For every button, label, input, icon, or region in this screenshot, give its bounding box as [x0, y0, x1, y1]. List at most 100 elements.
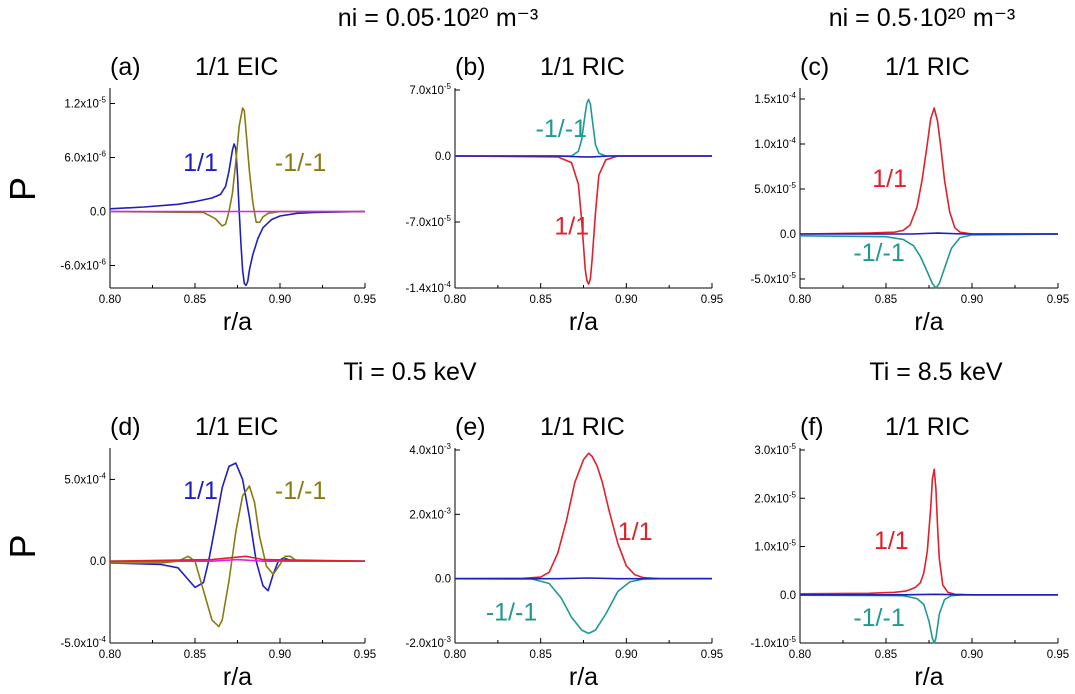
series-line-1_1 — [109, 143, 366, 287]
x-axis-label: r/a — [914, 663, 943, 691]
x-axis-label: r/a — [223, 663, 252, 691]
y-tick-label: 2.0x10-3 — [409, 506, 451, 521]
x-tick-label: 0.90 — [615, 294, 637, 306]
x-tick-label: 0.80 — [99, 649, 121, 661]
y-tick-label: -5.0x10-4 — [61, 635, 107, 650]
header-ni-low: ni = 0.05·10²⁰ m⁻³ — [338, 4, 538, 32]
x-tick-label: 0.95 — [701, 649, 723, 661]
y-tick-label: 3.0x10-5 — [754, 442, 796, 457]
series-label: 1/1 — [618, 518, 653, 546]
y-tick-label: 5.0x10-5 — [754, 181, 796, 196]
y-tick-label: -7.0x10-5 — [406, 214, 452, 229]
y-tick-label: -2.0x10-3 — [406, 635, 452, 650]
panel-title: 1/1 RIC — [885, 53, 970, 81]
x-tick-label: 0.85 — [529, 294, 551, 306]
y-tick-label: -1.0x10-5 — [751, 635, 797, 650]
panel-e: (e) 1/1 RIC 0.80 0.85 0.90 0.95 4.0x10-3 2.0x10… — [406, 413, 724, 691]
series-line-baseline-3 — [109, 555, 366, 562]
panel-label: (f) — [800, 413, 824, 441]
x-axis-label: r/a — [914, 308, 943, 336]
series-label: -1/-1 — [486, 598, 537, 626]
x-axis-label: r/a — [569, 663, 598, 691]
panel-title: 1/1 EIC — [195, 53, 278, 81]
panel-label: (d) — [110, 413, 141, 441]
series-label: -1/-1 — [275, 477, 326, 505]
series-label: 1/1 — [554, 212, 589, 240]
x-axis-label: r/a — [569, 308, 598, 336]
x-tick-label: 0.95 — [354, 294, 376, 306]
panel-title: 1/1 EIC — [195, 413, 278, 441]
y-axis-label: P — [2, 177, 43, 201]
y-axis-label: P — [2, 534, 43, 558]
series-line-1_1 — [109, 462, 365, 592]
series-line-1_1 — [454, 452, 712, 580]
y-tick-label: -5.0x10-5 — [751, 271, 797, 286]
y-tick-label: 7.0x10-5 — [409, 82, 451, 97]
header-ni-high: ni = 0.5·10²⁰ m⁻³ — [829, 4, 1015, 32]
panel-f: (f) 1/1 RIC 0.80 0.85 0.90 0.95 3.0x10-5 2.0x10… — [751, 413, 1070, 691]
y-tick-label: 6.0x10-6 — [64, 150, 106, 165]
series-label: 1/1 — [183, 149, 218, 177]
panel-label: (a) — [110, 53, 141, 81]
series-line--1_-1 — [109, 107, 365, 227]
series-line--1_-1 — [799, 593, 1058, 644]
x-tick-label: 0.95 — [1047, 649, 1069, 661]
series-label: -1/-1 — [853, 604, 904, 632]
x-tick-label: 0.80 — [789, 294, 811, 306]
series-label: 1/1 — [874, 527, 909, 555]
y-tick-label: -6.0x10-6 — [61, 258, 107, 273]
series-line-baseline-2 — [800, 232, 1058, 235]
panel-a: (a) 1/1 EIC 0.80 0.85 0.90 0.95 1.2x10-5 6.0x10… — [2, 53, 376, 336]
x-tick-label: 0.85 — [875, 649, 897, 661]
x-tick-label: 0.95 — [354, 649, 376, 661]
panel-d: (d) 1/1 EIC 0.80 0.85 0.90 0.95 5.0x10-4 0.0 -5.… — [2, 413, 376, 691]
y-tick-label: 0.0 — [435, 151, 451, 163]
y-tick-label: 1.0x10-5 — [754, 539, 796, 554]
panel-title: 1/1 RIC — [540, 53, 625, 81]
x-tick-label: 0.90 — [961, 294, 983, 306]
x-tick-label: 0.95 — [1047, 294, 1069, 306]
panel-b: (b) 1/1 RIC 0.80 0.85 0.90 0.95 7.0x10-5 0.0 -7.… — [406, 53, 724, 336]
x-tick-label: 0.90 — [269, 294, 291, 306]
series-label: -1/-1 — [536, 115, 587, 143]
x-axis-label: r/a — [223, 308, 252, 336]
panel-label: (c) — [800, 53, 829, 81]
y-tick-label: -1.4x10-4 — [406, 280, 452, 295]
panel-label: (b) — [455, 53, 486, 81]
y-tick-label: 2.0x10-5 — [754, 490, 796, 505]
series-line-baseline-2 — [800, 593, 1058, 596]
x-tick-label: 0.90 — [615, 649, 637, 661]
x-tick-label: 0.80 — [789, 649, 811, 661]
x-tick-label: 0.95 — [701, 294, 723, 306]
series-line--1_-1 — [799, 233, 1059, 289]
x-tick-label: 0.90 — [269, 649, 291, 661]
series-line-baseline-2 — [455, 155, 712, 158]
series-label: -1/-1 — [853, 239, 904, 267]
series-line--1_-1 — [455, 98, 712, 157]
series-label: -1/-1 — [275, 149, 326, 177]
y-tick-label: 1.2x10-5 — [64, 96, 106, 111]
x-tick-label: 0.80 — [444, 294, 466, 306]
x-tick-label: 0.85 — [184, 649, 206, 661]
y-tick-label: 4.0x10-3 — [409, 442, 451, 457]
y-tick-label: 0.0 — [780, 590, 796, 602]
y-tick-label: 0.0 — [780, 229, 796, 241]
y-tick-label: 5.0x10-4 — [64, 471, 106, 486]
x-tick-label: 0.80 — [444, 649, 466, 661]
y-tick-label: 0.0 — [90, 207, 106, 219]
header-ti-low: Ti = 0.5 keV — [343, 358, 476, 386]
panel-title: 1/1 RIC — [885, 413, 970, 441]
x-tick-label: 0.85 — [184, 294, 206, 306]
x-tick-label: 0.85 — [529, 649, 551, 661]
x-tick-label: 0.90 — [961, 649, 983, 661]
series-line-baseline-2 — [110, 558, 365, 563]
panel-label: (e) — [455, 413, 486, 441]
panel-title: 1/1 RIC — [540, 413, 625, 441]
y-tick-label: 1.0x10-4 — [754, 136, 796, 151]
y-tick-label: 1.5x10-4 — [754, 91, 796, 106]
series-label: 1/1 — [872, 165, 907, 193]
header-ti-high: Ti = 8.5 keV — [869, 358, 1002, 386]
series-line-1_1 — [799, 107, 1058, 235]
series-line-baseline-2 — [455, 577, 712, 580]
